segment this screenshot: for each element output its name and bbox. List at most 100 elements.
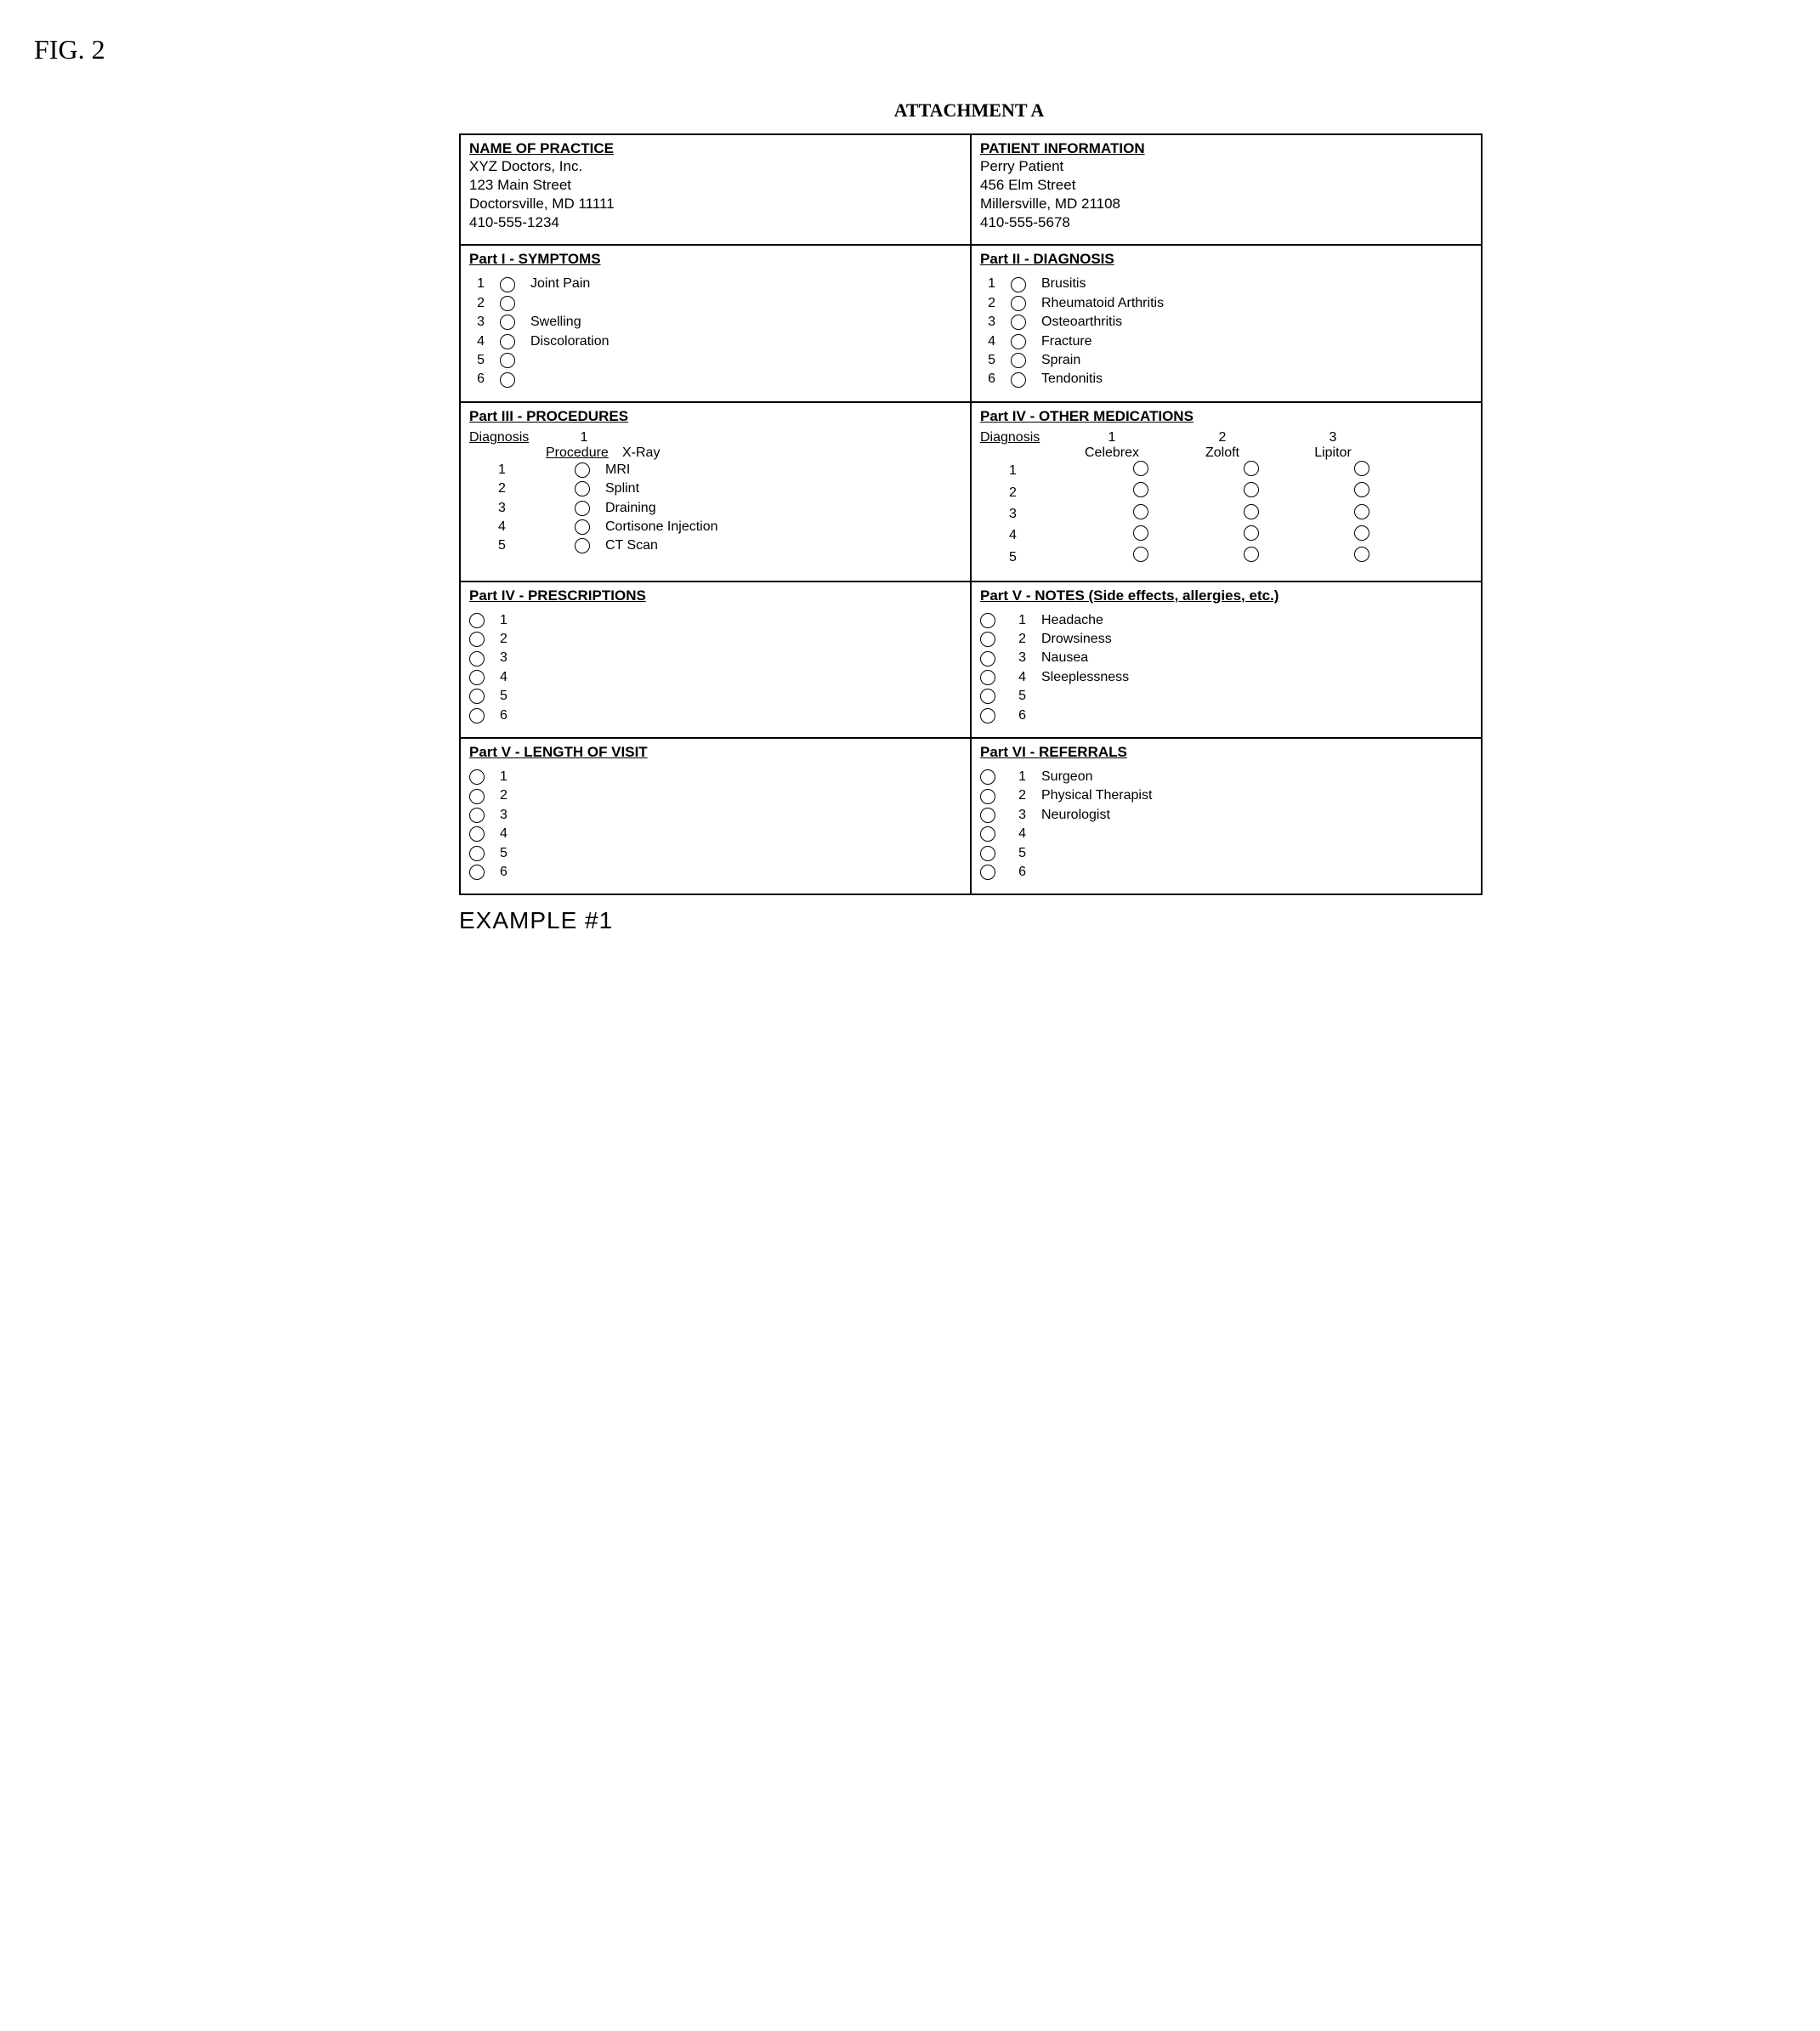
length-num: 6 [500, 863, 507, 882]
referral-circle[interactable] [980, 769, 995, 785]
med-cell [1086, 461, 1196, 482]
referral-num: 1 [1011, 768, 1026, 786]
patient-info: PATIENT INFORMATION Perry Patient 456 El… [972, 135, 1481, 244]
med-circle[interactable] [1244, 482, 1259, 497]
patient-name: Perry Patient [980, 157, 1472, 176]
referral-circle[interactable] [980, 865, 995, 880]
med-circle[interactable] [1244, 504, 1259, 519]
diagnosis-label: Osteoarthritis [1041, 313, 1122, 332]
part4-prescriptions: Part IV - PRESCRIPTIONS 123456 [461, 582, 972, 737]
note-circle[interactable] [980, 632, 995, 647]
med-circle[interactable] [1133, 525, 1148, 541]
length-circle[interactable] [469, 865, 485, 880]
note-circle[interactable] [980, 651, 995, 667]
med-circle[interactable] [1244, 547, 1259, 562]
rx-row: 1 [469, 611, 961, 630]
rx-num: 4 [500, 668, 507, 687]
note-num: 2 [1011, 630, 1026, 649]
diagnosis-circle[interactable] [1011, 334, 1026, 349]
rx-circle[interactable] [469, 613, 485, 628]
diagnosis-circle[interactable] [1011, 315, 1026, 330]
procedure-label: MRI [605, 461, 630, 479]
med-cell [1307, 482, 1417, 503]
part5-length-title: Part V - LENGTH OF VISIT [469, 744, 961, 761]
length-num: 3 [500, 806, 507, 825]
referral-num: 5 [1011, 844, 1026, 863]
symptom-circle[interactable] [500, 353, 515, 368]
symptom-circle[interactable] [500, 372, 515, 388]
procedure-num: 3 [469, 499, 575, 518]
diagnosis-circle[interactable] [1011, 296, 1026, 311]
med-cell [1196, 482, 1307, 503]
rx-row: 6 [469, 706, 961, 725]
med-circle[interactable] [1133, 504, 1148, 519]
referral-circle[interactable] [980, 826, 995, 842]
med-cell [1196, 525, 1307, 547]
part6-referrals: Part VI - REFERRALS 1Surgeon2Physical Th… [972, 739, 1481, 894]
note-circle[interactable] [980, 689, 995, 704]
procedure-circle[interactable] [575, 481, 590, 496]
length-row: 4 [469, 825, 961, 843]
med-circle[interactable] [1133, 547, 1148, 562]
diagnosis-circle[interactable] [1011, 277, 1026, 292]
symptom-circle[interactable] [500, 315, 515, 330]
procedure-circle[interactable] [575, 519, 590, 535]
med-circle[interactable] [1354, 547, 1369, 562]
symptom-num: 1 [469, 275, 485, 293]
procedure-circle[interactable] [575, 538, 590, 553]
referral-circle[interactable] [980, 846, 995, 861]
med-num: 5 [980, 548, 1086, 567]
length-circle[interactable] [469, 789, 485, 804]
procedure-circle[interactable] [575, 462, 590, 478]
part1-title: Part I - SYMPTOMS [469, 251, 961, 268]
note-circle[interactable] [980, 670, 995, 685]
symptom-num: 5 [469, 351, 485, 370]
length-circle[interactable] [469, 769, 485, 785]
med-circle[interactable] [1354, 482, 1369, 497]
diagnosis-num: 1 [980, 275, 995, 293]
med-num: 1 [980, 462, 1086, 480]
med-circle[interactable] [1244, 461, 1259, 476]
med-circle[interactable] [1354, 461, 1369, 476]
rx-circle[interactable] [469, 632, 485, 647]
med-circle[interactable] [1354, 525, 1369, 541]
symptom-circle[interactable] [500, 334, 515, 349]
rx-circle[interactable] [469, 708, 485, 723]
referral-row: 5 [980, 844, 1472, 863]
diagnosis-num: 3 [980, 313, 995, 332]
practice-info: NAME OF PRACTICE XYZ Doctors, Inc. 123 M… [461, 135, 972, 244]
med-circle[interactable] [1354, 504, 1369, 519]
length-circle[interactable] [469, 846, 485, 861]
med-circle[interactable] [1133, 461, 1148, 476]
referral-circle[interactable] [980, 808, 995, 823]
referral-row: 1Surgeon [980, 768, 1472, 786]
med-circle[interactable] [1244, 525, 1259, 541]
length-circle[interactable] [469, 808, 485, 823]
procedure-num: 4 [469, 518, 575, 536]
referral-num: 4 [1011, 825, 1026, 843]
procedure-circle[interactable] [575, 501, 590, 516]
symptom-row: 4Discoloration [469, 332, 961, 351]
symptom-circle[interactable] [500, 277, 515, 292]
diagnosis-circle[interactable] [1011, 372, 1026, 388]
diagnosis-row: 5Sprain [980, 351, 1472, 370]
symptom-row: 1Joint Pain [469, 275, 961, 293]
procedure-num: 2 [469, 479, 575, 498]
referral-circle[interactable] [980, 789, 995, 804]
note-circle[interactable] [980, 708, 995, 723]
med-circle[interactable] [1133, 482, 1148, 497]
referral-label: Neurologist [1041, 806, 1110, 825]
med-cell [1196, 504, 1307, 525]
note-num: 1 [1011, 611, 1026, 630]
rx-circle[interactable] [469, 651, 485, 667]
med-cell [1086, 547, 1196, 568]
symptom-circle[interactable] [500, 296, 515, 311]
patient-title: PATIENT INFORMATION [980, 140, 1472, 157]
diagnosis-circle[interactable] [1011, 353, 1026, 368]
symptom-row: 3Swelling [469, 313, 961, 332]
rx-circle[interactable] [469, 670, 485, 685]
rx-num: 5 [500, 687, 507, 706]
length-circle[interactable] [469, 826, 485, 842]
note-circle[interactable] [980, 613, 995, 628]
rx-circle[interactable] [469, 689, 485, 704]
